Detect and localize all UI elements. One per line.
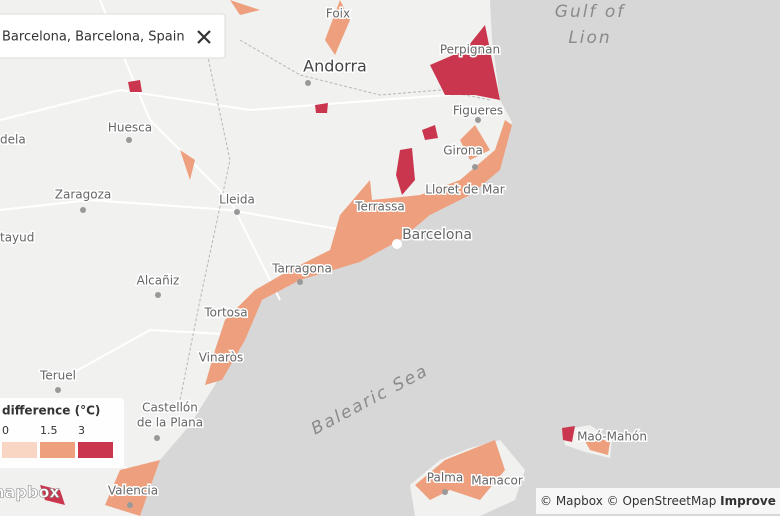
water-label: Gulf of <box>555 2 626 22</box>
search-box: Barcelona, Barcelona, Spain <box>0 13 226 59</box>
attribution-text: © Mapbox © OpenStreetMap Improve t <box>540 494 780 508</box>
place-label: Figueres <box>453 104 503 118</box>
place-label: Maó-Mahón <box>577 430 647 444</box>
legend-tick: 3 <box>78 424 85 437</box>
place-label: Vinaròs <box>199 351 244 365</box>
place-label: Andorra <box>303 57 367 76</box>
place-label: dela <box>0 133 26 147</box>
attribution-bg <box>536 488 780 514</box>
improve-link[interactable]: Improve t <box>720 494 780 508</box>
legend-tick: 1.5 <box>40 424 58 437</box>
place-label: Tortosa <box>203 306 247 320</box>
place-label: Lloret de Mar <box>425 183 504 197</box>
mapbox-link[interactable]: © Mapbox <box>540 494 603 508</box>
place-label: Huesca <box>108 121 152 135</box>
place-label: Alcañiz <box>137 274 180 288</box>
marker <box>392 239 402 249</box>
place-label: Palma <box>427 471 463 485</box>
search-input[interactable] <box>0 13 226 59</box>
heat-area <box>105 0 610 516</box>
place-label: de la Plana <box>137 416 203 430</box>
legend-swatch <box>2 442 37 458</box>
place-label: tayud <box>0 231 34 245</box>
place-dots <box>55 80 481 508</box>
attribution: © Mapbox © OpenStreetMap Improve t <box>536 488 780 514</box>
place-label: Perpignan <box>440 43 500 57</box>
place-label: Teruel <box>39 369 76 383</box>
place-label: Barcelona <box>402 227 472 243</box>
legend: difference (°C) 0 1.5 3 <box>0 398 124 468</box>
osm-link[interactable]: © OpenStreetMap <box>607 494 717 508</box>
place-label: Castellón <box>142 401 198 415</box>
place-label: Lleida <box>219 193 255 207</box>
legend-swatch <box>40 442 75 458</box>
place-label: Foix <box>326 7 350 21</box>
place-label: Girona <box>443 144 483 158</box>
place-label: Zaragoza <box>55 188 111 202</box>
mainland <box>0 0 512 516</box>
legend-tick: 0 <box>2 424 9 437</box>
logo[interactable]: mapbox <box>0 482 61 502</box>
legend-swatch <box>78 442 113 458</box>
heat-area <box>205 120 512 385</box>
place-label: Valencia <box>108 484 158 498</box>
legend-title: difference (°C) <box>2 404 100 418</box>
border <box>179 19 491 401</box>
water-label: Lion <box>568 28 611 48</box>
place-label: Tarragona <box>271 262 332 276</box>
clear-button[interactable] <box>197 30 211 44</box>
place-label: Terrassa <box>354 200 405 214</box>
place-label: Manacor <box>471 474 523 488</box>
search-query[interactable]: Barcelona, Barcelona, Spain <box>2 30 185 45</box>
